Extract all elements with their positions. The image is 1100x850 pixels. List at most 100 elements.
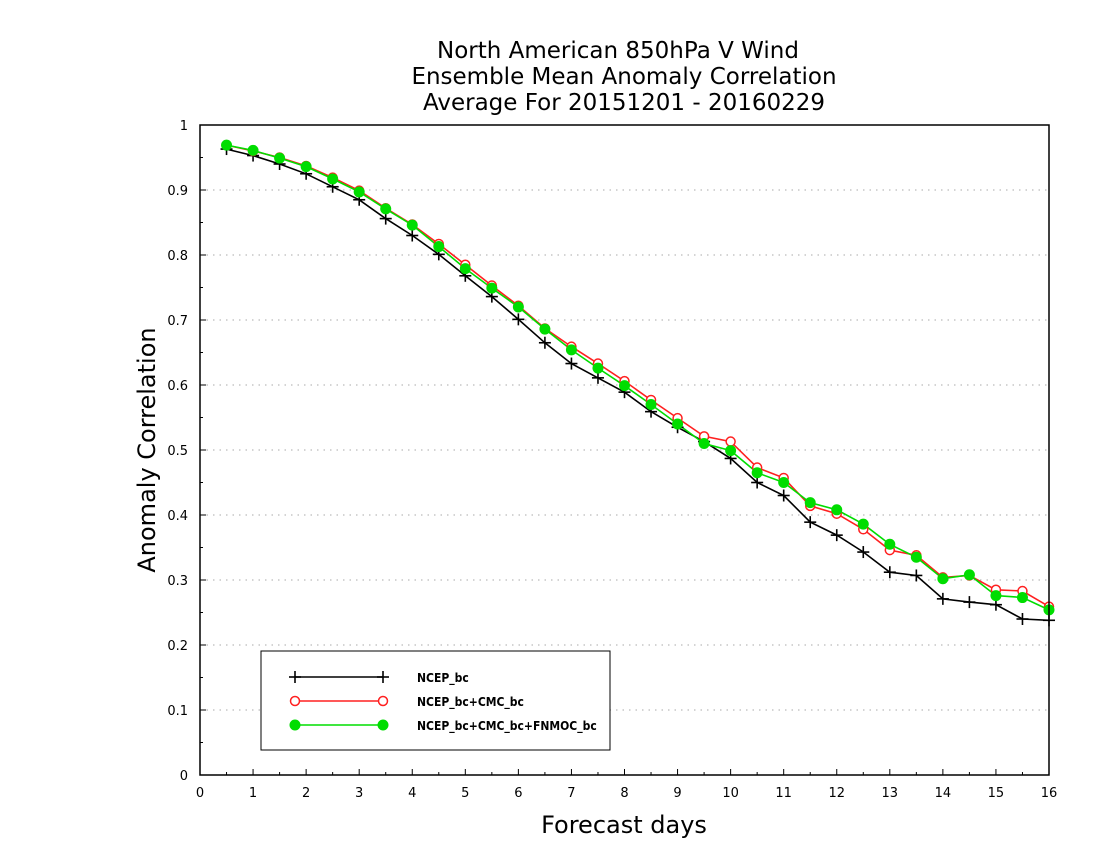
x-tick-label: 12: [828, 786, 845, 801]
chart-title-line-3: Average For 20151201 - 20160229: [423, 90, 825, 116]
data-point: [406, 229, 419, 242]
series-points-1: [220, 143, 1055, 627]
legend-marker: [289, 719, 301, 731]
data-point: [884, 538, 896, 550]
data-point: [538, 336, 551, 349]
data-point: [777, 489, 790, 502]
data-point: [379, 212, 392, 225]
series-lines: [226, 144, 1050, 622]
data-point: [327, 173, 339, 185]
legend-marker: [289, 671, 301, 683]
x-tick-label: 8: [620, 786, 628, 801]
data-point: [380, 203, 392, 215]
data-point: [645, 399, 657, 410]
grid: [200, 189, 1049, 711]
legend-label: NCEP_bc: [417, 671, 469, 686]
data-point: [725, 445, 737, 457]
legend: NCEP_bc NCEP_bc+CMC_bc NCEP_bc+CMC_bc+FNMO…: [260, 650, 611, 751]
data-point: [512, 301, 524, 313]
series-markers: [220, 139, 1055, 627]
x-tick-label: 0: [196, 786, 204, 801]
x-tick-label: 6: [514, 786, 522, 801]
data-point: [883, 566, 896, 579]
data-point: [459, 263, 471, 275]
chart-title: North American 850hPa V Wind Ensemble Me…: [411, 38, 836, 116]
data-point: [910, 551, 922, 563]
x-tick-label: 13: [882, 786, 899, 801]
x-tick-label: 9: [673, 786, 681, 801]
data-point: [725, 436, 736, 447]
data-point: [221, 139, 233, 151]
series-line-3: [226, 144, 1050, 611]
y-tick-label: 0.7: [167, 314, 188, 329]
data-point: [247, 144, 259, 156]
y-tick-label: 1: [180, 119, 188, 134]
chart-title-line-1: North American 850hPa V Wind: [437, 38, 799, 64]
data-point: [433, 241, 445, 253]
x-tick-label: 15: [988, 786, 1005, 801]
data-point: [751, 467, 763, 479]
data-point: [1016, 592, 1028, 604]
y-tick-label: 0.9: [167, 184, 188, 199]
x-tick-label: 7: [567, 786, 575, 801]
y-tick-label: 0.2: [167, 639, 188, 654]
data-point: [936, 592, 949, 605]
legend-marker: [289, 695, 301, 707]
y-axis-label: Anomaly Correlation: [133, 327, 161, 572]
y-tick-label: 0.5: [167, 444, 188, 459]
data-point: [300, 161, 312, 173]
legend-label: NCEP_bc+CMC_bc+FNMOC_bc: [417, 719, 597, 734]
data-point: [565, 357, 578, 370]
data-point: [592, 362, 604, 374]
data-point: [539, 323, 551, 335]
data-point: [857, 518, 869, 530]
y-tick-label: 0.4: [167, 509, 188, 524]
data-point: [963, 596, 976, 609]
data-point: [804, 516, 817, 529]
x-tick-label: 3: [355, 786, 363, 801]
x-tick-label: 4: [408, 786, 416, 801]
legend-marker: [377, 671, 389, 683]
data-point: [963, 569, 975, 581]
x-axis: 0 1 2 3 4 5 6 7 8 9 10 11 12 13 14 15 16: [196, 769, 1057, 801]
x-tick-label: 5: [461, 786, 469, 801]
data-point: [512, 313, 525, 326]
x-tick-label: 1: [249, 786, 257, 801]
x-tick-label: 2: [302, 786, 310, 801]
data-point: [274, 152, 286, 164]
data-point: [910, 569, 923, 582]
x-axis-label: Forecast days: [541, 811, 707, 839]
data-point: [486, 282, 498, 294]
y-tick-label: 0.6: [167, 379, 188, 394]
data-point: [565, 344, 577, 356]
series-points-3: [221, 139, 1055, 616]
data-point: [831, 504, 843, 516]
data-point: [857, 546, 870, 559]
x-tick-label: 16: [1041, 786, 1058, 801]
data-point: [804, 497, 816, 509]
series-points-2: [221, 139, 1055, 612]
data-point: [353, 186, 365, 198]
data-point: [990, 590, 1002, 602]
data-point: [591, 371, 604, 384]
y-axis: 0 0.1 0.2 0.3 0.4 0.5 0.6 0.7 0.8 0.9 1: [167, 119, 206, 784]
data-point: [406, 219, 418, 231]
series-line-2: [226, 144, 1050, 608]
chart-title-line-2: Ensemble Mean Anomaly Correlation: [411, 64, 836, 90]
data-point: [751, 476, 764, 489]
y-tick-label: 0.8: [167, 249, 188, 264]
legend-label: NCEP_bc+CMC_bc: [417, 695, 524, 710]
legend-marker: [377, 695, 389, 707]
data-point: [830, 529, 843, 542]
x-tick-label: 10: [722, 786, 739, 801]
x-tick-label: 11: [775, 786, 792, 801]
data-point: [1016, 613, 1029, 625]
x-tick-label: 14: [935, 786, 952, 801]
y-tick-label: 0.3: [167, 574, 188, 589]
data-point: [698, 438, 710, 449]
data-point: [672, 418, 684, 430]
data-point: [619, 380, 630, 392]
data-point: [778, 477, 790, 488]
legend-marker: [377, 719, 389, 731]
